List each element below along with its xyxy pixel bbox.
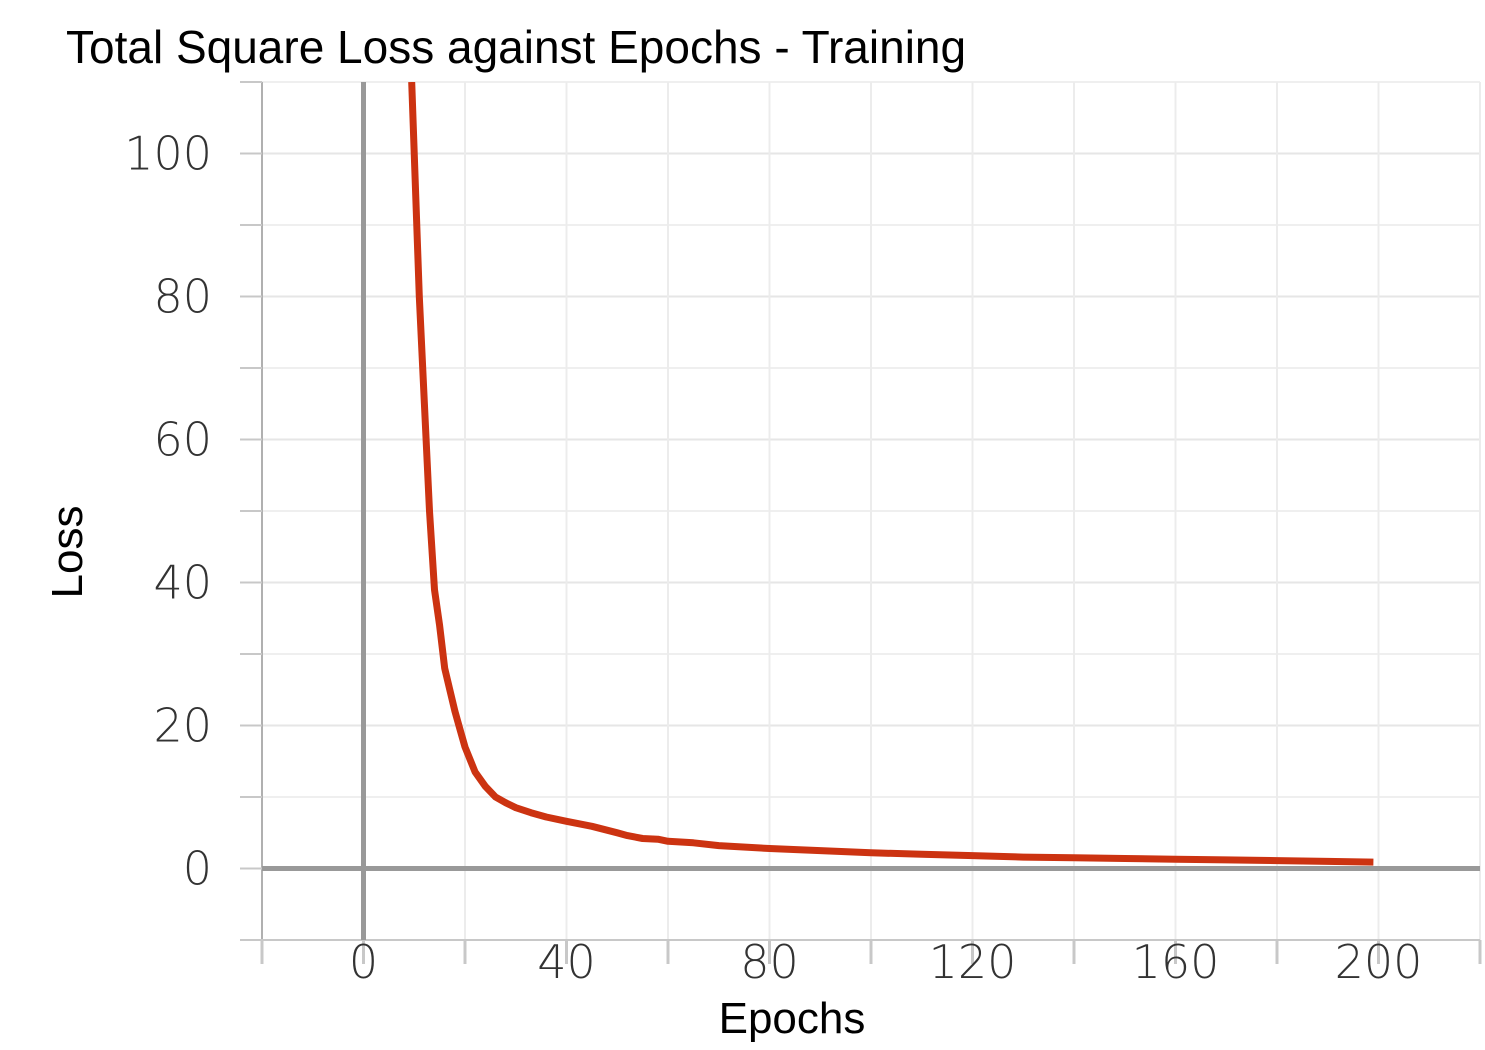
x-tick-label: 200 (1335, 935, 1423, 989)
x-tick-label: 80 (740, 935, 799, 989)
x-axis-label: Epochs (719, 994, 866, 1043)
ticks: 0 20 40 60 80 100 0 40 80 120 160 200 (124, 81, 1482, 989)
series (408, 82, 1374, 866)
y-tick-label: 100 (124, 127, 212, 181)
x-tick-label: 0 (349, 935, 378, 989)
y-tick-label: 60 (153, 413, 212, 467)
grid (261, 81, 1481, 941)
y-tick-label: 40 (153, 556, 212, 610)
chart-title: Total Square Loss against Epochs - Train… (66, 21, 966, 73)
y-tick-label: 0 (183, 842, 212, 896)
y-tick-label: 20 (153, 699, 212, 753)
x-tick-label: 120 (929, 935, 1017, 989)
x-tick-label: 160 (1132, 935, 1220, 989)
y-tick-label: 80 (153, 270, 212, 324)
y-axis-label: Loss (43, 506, 92, 599)
x-tick-label: 40 (537, 935, 596, 989)
series-line-loss (408, 82, 1374, 866)
